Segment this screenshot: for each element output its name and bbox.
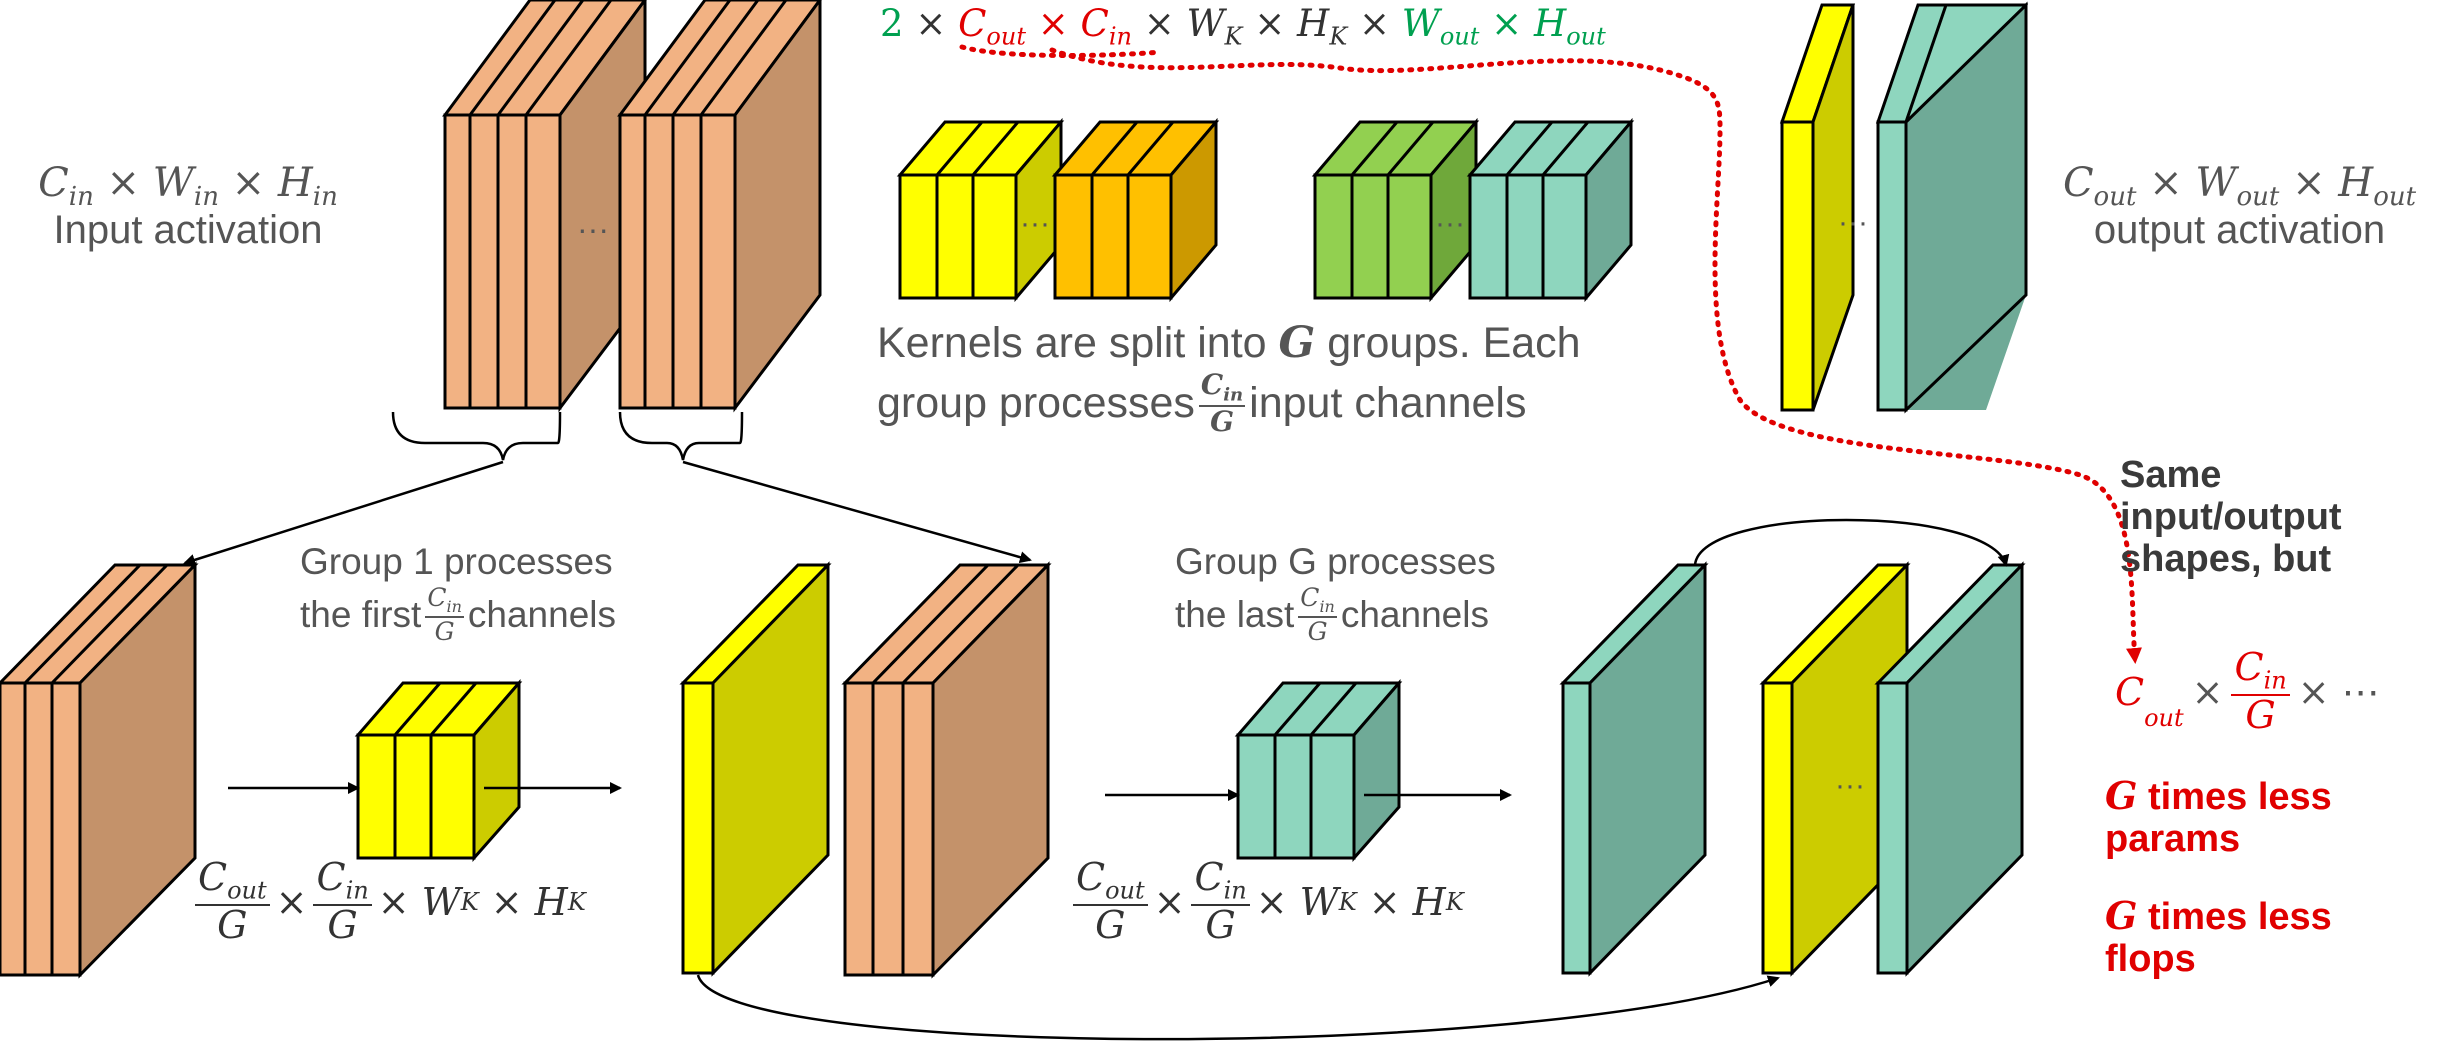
frac-cout-over-g: Cout G (1073, 857, 1148, 946)
arrow-group-G-to-output (1693, 518, 2010, 567)
input-activation-caption: Input activation (53, 208, 323, 252)
group-G-kernel (1234, 678, 1403, 862)
same-shapes-note: Same input/output shapes, but (2120, 454, 2342, 580)
red-dotted-pointer (1049, 47, 2142, 664)
kernels-caption-line-1: Kernels are split into G groups. Each (877, 318, 1581, 368)
ellipsis-concat: ··· (1835, 769, 1865, 802)
formula-wk: WK (1186, 2, 1243, 51)
group-1-input-slice (0, 561, 199, 979)
input-activation-label: Cin × Win × Hin Input activation (18, 160, 358, 253)
group-1-caption: Group 1 processes the first Cin G channe… (300, 540, 616, 645)
kernel-teal (1466, 117, 1635, 303)
flops-reduction-note: G times less flops (2105, 893, 2332, 980)
formula-hout: Hout (1533, 2, 1606, 51)
kernels-caption-fraction: Cin G (1198, 367, 1246, 438)
arrow-group-1-to-output (696, 974, 1780, 1041)
times-sign: × (915, 2, 947, 45)
input-activation-block-2 (617, 0, 822, 413)
input-activation-block-1 (442, 0, 647, 413)
group-1-caption-line-1: Group 1 processes (300, 541, 613, 582)
brace-group-G (618, 411, 744, 461)
times-sign: × (1254, 2, 1286, 45)
cout-underline (959, 44, 1163, 58)
same-shapes-line-1: Same (2120, 454, 2222, 496)
frac-cin-over-g: Cin G (2231, 647, 2290, 736)
group-1-caption-line-2: the first Cin G channels (300, 583, 616, 646)
times-sign: × (1491, 2, 1523, 45)
ellipsis-output: ··· (1838, 206, 1868, 239)
ellipsis-input: ··· (577, 211, 609, 247)
arrow-to-group-1-input (183, 460, 504, 566)
frac-cin-over-g: Cin G (313, 857, 372, 946)
arrow-to-group-G-input (682, 460, 1032, 564)
group-1-kernel (354, 678, 523, 862)
output-activation-yellow (1779, 3, 1856, 412)
concatenated-output-teal (1874, 561, 2026, 977)
same-shapes-line-3: shapes, but (2120, 537, 2332, 580)
frac-cout-over-g: Cout G (195, 857, 270, 946)
formula-two: 2 (880, 2, 904, 45)
formula-cout: Cout (958, 2, 1026, 51)
times-sign: × (1143, 2, 1175, 45)
ellipsis-kernels-2: ··· (1435, 207, 1465, 240)
kernel-orange (1051, 117, 1220, 303)
output-activation-teal (1875, 1, 2029, 414)
group-1-output (679, 561, 832, 977)
total-cost-formula: 2 × Cout × Cin × WK × HK × Wout × Hout (880, 2, 1606, 50)
output-activation-caption: output activation (2093, 208, 2386, 252)
group-G-caption-fraction: Cin G (1298, 583, 1337, 646)
kernel-green (1311, 117, 1480, 303)
brace-group-1 (391, 411, 562, 461)
times-sign: × (1037, 2, 1069, 45)
same-shapes-line-2: input/output (2120, 495, 2342, 538)
params-reduction-note: G times less params (2105, 773, 2332, 860)
output-activation-label: Cout × Wout × Hout output activation (2030, 160, 2449, 253)
group-G-caption-line-2: the last Cin G channels (1175, 583, 1489, 646)
kernels-caption-line-2: group processes Cin G input channels (877, 367, 1527, 438)
formula-cin: Cin (1080, 2, 1132, 51)
group-G-input-slice (841, 561, 1052, 979)
kernels-caption: Kernels are split into G groups. Each gr… (877, 318, 1581, 438)
times-sign: × (1359, 2, 1391, 45)
group-G-caption-line-1: Group G processes (1175, 541, 1496, 582)
frac-cin-over-g: Cin G (1191, 857, 1250, 946)
ellipsis-kernels-1: ··· (1020, 207, 1050, 240)
group-1-caption-fraction: Cin G (425, 583, 464, 646)
group-G-output (1559, 561, 1709, 977)
formula-hk: HK (1297, 2, 1348, 51)
output-shape-formula: Cout × Wout × Hout (2062, 160, 2417, 212)
formula-wout: Wout (1401, 2, 1480, 51)
input-shape-formula: Cin × Win × Hin (38, 160, 338, 212)
group-G-caption: Group G processes the last Cin G channel… (1175, 540, 1496, 645)
